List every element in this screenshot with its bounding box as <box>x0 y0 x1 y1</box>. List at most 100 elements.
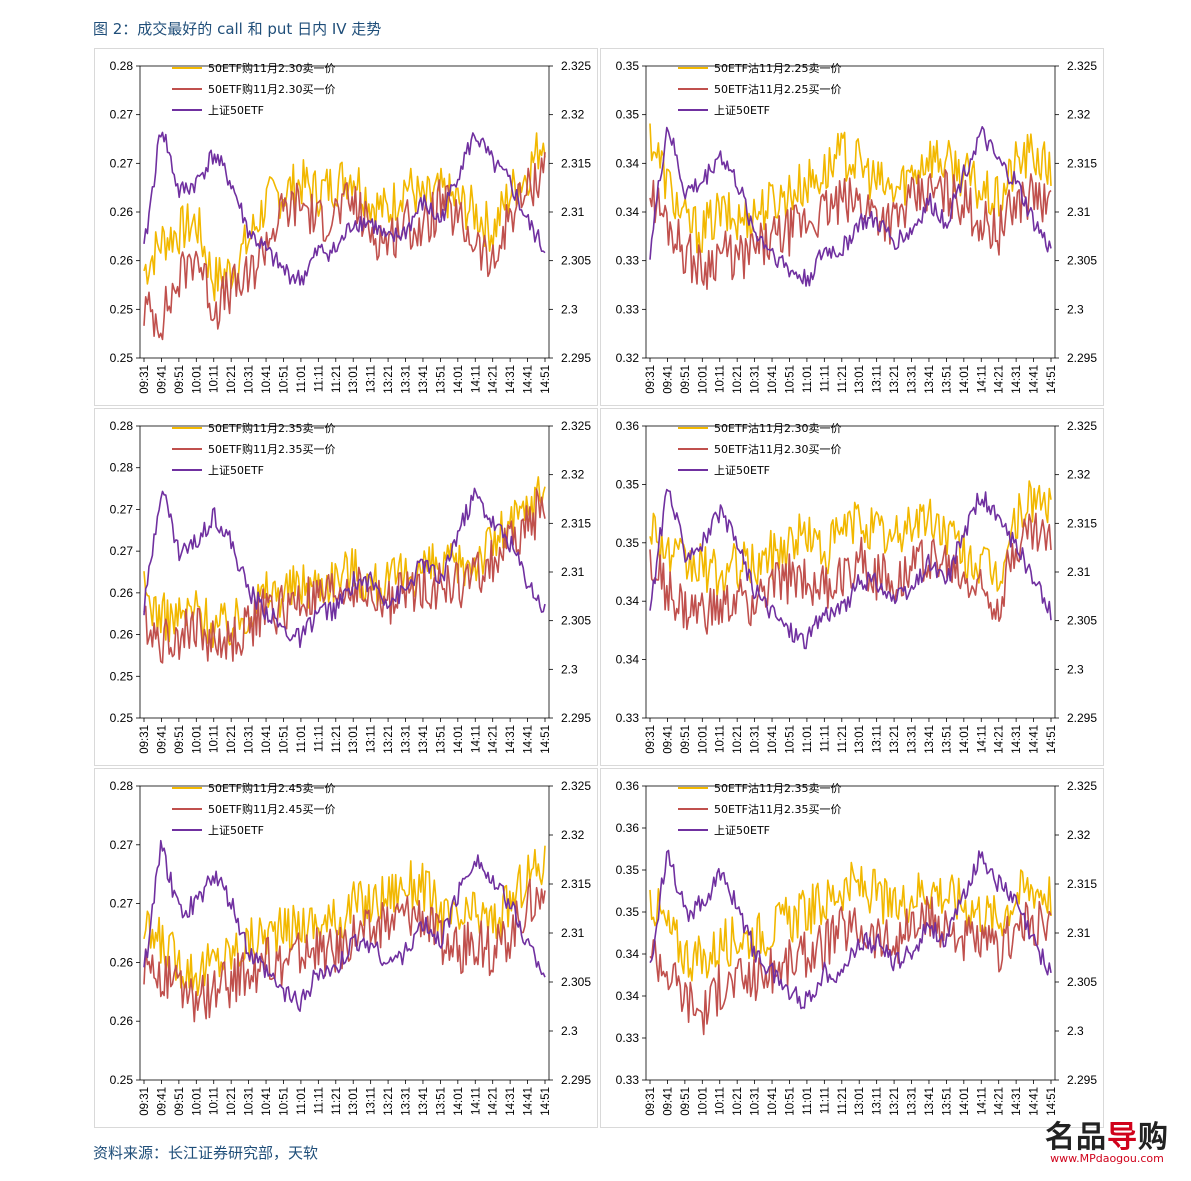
x-axis-tick-label: 14:41 <box>523 1087 535 1116</box>
x-axis-tick-label: 14:51 <box>1046 1087 1058 1116</box>
x-axis-tick-label: 14:11 <box>470 725 482 753</box>
right-axis-tick-label: 2.31 <box>1067 565 1091 579</box>
x-axis-tick-label: 10:21 <box>732 365 744 394</box>
x-axis-tick-label: 13:41 <box>924 725 936 754</box>
x-axis-tick-label: 14:51 <box>540 1087 552 1116</box>
x-axis-tick-label: 14:31 <box>1011 1087 1023 1116</box>
x-axis-tick-label: 11:21 <box>331 725 343 753</box>
sell-price-line <box>143 132 546 302</box>
x-axis-tick-label: 14:11 <box>976 1087 988 1115</box>
x-axis-tick-label: 13:21 <box>383 1087 395 1116</box>
x-axis-tick-label: 09:51 <box>680 1087 692 1116</box>
x-axis-tick-label: 10:11 <box>715 1087 727 1115</box>
left-axis-tick-label: 0.27 <box>110 838 134 852</box>
x-axis-tick-label: 13:01 <box>348 1087 360 1116</box>
right-axis-tick-label: 2.3 <box>1067 302 1084 316</box>
legend-label: 50ETF沽11月2.35卖一价 <box>714 782 841 795</box>
x-axis-tick-label: 10:31 <box>244 365 256 394</box>
x-axis-tick-label: 14:21 <box>488 725 500 754</box>
legend-label: 上证50ETF <box>208 104 264 117</box>
x-axis-tick-label: 13:31 <box>401 1087 413 1116</box>
x-axis-tick-label: 13:11 <box>366 725 378 753</box>
figure-title: 图 2：成交最好的 call 和 put 日内 IV 走势 <box>93 20 382 38</box>
x-axis-tick-label: 10:31 <box>750 365 762 394</box>
x-axis-tick-label: 09:51 <box>174 365 186 394</box>
right-axis-tick-label: 2.31 <box>1067 205 1091 219</box>
right-axis-tick-label: 2.295 <box>561 1073 591 1087</box>
x-axis-tick-label: 10:11 <box>209 725 221 753</box>
legend-label: 50ETF购11月2.30买一价 <box>208 82 335 96</box>
x-axis-tick-label: 14:31 <box>505 725 517 754</box>
x-axis-tick-label: 10:21 <box>226 725 238 754</box>
buy-price-line <box>649 895 1052 1036</box>
x-axis-tick-label: 13:01 <box>854 365 866 394</box>
right-axis-tick-label: 2.315 <box>1067 516 1097 530</box>
x-axis-tick-label: 09:31 <box>645 1087 657 1116</box>
x-axis-tick-label: 10:21 <box>732 725 744 754</box>
x-axis-tick-label: 14:21 <box>994 725 1006 754</box>
x-axis-tick-label: 09:41 <box>662 1087 674 1116</box>
legend-label: 50ETF购11月2.30卖一价 <box>208 61 335 75</box>
x-axis-tick-label: 13:21 <box>383 365 395 394</box>
x-axis-tick-label: 11:01 <box>296 365 308 393</box>
x-axis-tick-label: 13:21 <box>889 365 901 394</box>
right-axis-tick-label: 2.325 <box>1067 779 1097 793</box>
x-axis-tick-label: 10:41 <box>261 365 273 394</box>
x-axis-tick-label: 14:31 <box>1011 365 1023 394</box>
x-axis-tick-label: 13:01 <box>348 725 360 754</box>
buy-price-line <box>143 152 546 341</box>
x-axis-tick-label: 09:31 <box>645 365 657 394</box>
x-axis-tick-label: 09:41 <box>156 725 168 754</box>
chart-panel-call-2-35: 0.28 0.28 0.27 0.27 0.26 0.26 0.25 0.25 2.325 2.3… <box>94 408 598 766</box>
x-axis-tick-label: 14:31 <box>505 365 517 394</box>
x-axis-tick-label: 11:11 <box>313 365 325 392</box>
index-line <box>649 488 1052 650</box>
right-axis-tick-label: 2.32 <box>1067 828 1091 842</box>
x-axis-tick-label: 13:41 <box>418 725 430 754</box>
legend-label: 50ETF购11月2.35卖一价 <box>208 421 335 435</box>
legend-label: 上证50ETF <box>714 464 770 477</box>
left-axis-tick-label: 0.32 <box>616 351 640 365</box>
chart-svg: 0.28 0.28 0.27 0.27 0.26 0.26 0.25 0.25 2.325 2.3… <box>110 419 592 754</box>
x-axis-tick-label: 13:31 <box>907 725 919 754</box>
watermark-logo: 名品导购 www.MPdaogou.com <box>1045 1112 1169 1165</box>
left-axis-tick-label: 0.35 <box>616 477 640 491</box>
right-axis-tick-label: 2.315 <box>561 877 591 891</box>
legend-label: 50ETF购11月2.35买一价 <box>208 442 335 456</box>
x-axis-tick-label: 14:41 <box>523 365 535 394</box>
x-axis-tick-label: 14:21 <box>488 365 500 394</box>
right-axis-tick-label: 2.305 <box>1067 975 1097 989</box>
x-axis-tick-label: 13:21 <box>889 1087 901 1116</box>
watermark-text-a: 名品 <box>1045 1120 1107 1155</box>
left-axis-tick-label: 0.36 <box>616 821 640 835</box>
x-axis-tick-label: 09:51 <box>174 1087 186 1116</box>
legend-label: 50ETF沽11月2.25买一价 <box>714 83 841 96</box>
right-axis-tick-label: 2.31 <box>561 926 585 940</box>
x-axis-tick-label: 10:51 <box>784 1087 796 1116</box>
x-axis-tick-label: 13:41 <box>418 365 430 394</box>
x-axis-tick-label: 10:51 <box>784 725 796 754</box>
chart-svg: 0.35 0.35 0.34 0.34 0.33 0.33 0.32 2.325 2.32 2.3… <box>616 59 1098 394</box>
x-axis-tick-label: 10:31 <box>244 725 256 754</box>
x-axis-tick-label: 14:21 <box>488 1087 500 1116</box>
left-axis-tick-label: 0.33 <box>616 1031 640 1045</box>
x-axis-tick-label: 13:51 <box>435 365 447 394</box>
left-axis-tick-label: 0.35 <box>616 108 640 122</box>
x-axis-tick-label: 10:31 <box>244 1087 256 1116</box>
buy-price-line <box>649 169 1052 290</box>
x-axis-tick-label: 13:31 <box>907 1087 919 1116</box>
x-axis-tick-label: 10:31 <box>750 725 762 754</box>
x-axis-tick-label: 14:51 <box>540 365 552 394</box>
x-axis-tick-label: 14:51 <box>540 725 552 754</box>
x-axis-tick-label: 14:31 <box>1011 725 1023 754</box>
x-axis-tick-label: 11:21 <box>837 1087 849 1115</box>
right-axis-tick-label: 2.295 <box>1067 711 1097 725</box>
x-axis-tick-label: 13:31 <box>907 365 919 394</box>
x-axis-tick-label: 11:01 <box>802 725 814 753</box>
right-axis-tick-label: 2.32 <box>561 108 585 122</box>
buy-price-line <box>649 512 1052 635</box>
x-axis-tick-label: 11:21 <box>331 365 343 393</box>
right-axis-tick-label: 2.305 <box>1067 254 1097 268</box>
watermark-text-b: 导 <box>1107 1120 1138 1155</box>
legend-label: 50ETF购11月2.45卖一价 <box>208 781 335 795</box>
